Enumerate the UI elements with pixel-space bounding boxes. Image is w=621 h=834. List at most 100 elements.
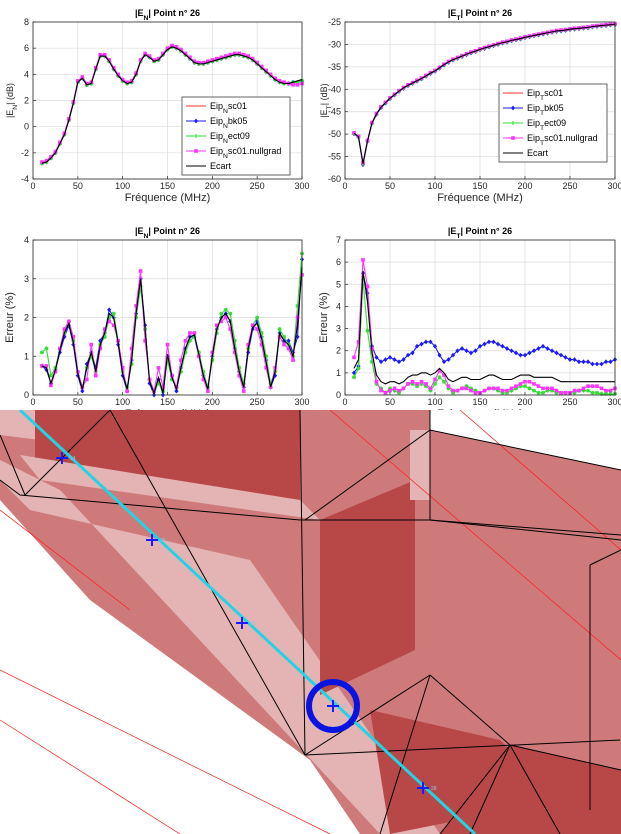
data-point — [232, 338, 237, 343]
probe-point-28[interactable]: 28 — [417, 782, 437, 794]
data-point — [102, 334, 107, 339]
data-point — [286, 346, 291, 351]
x-tick-label: 50 — [73, 181, 83, 191]
data-point — [277, 327, 282, 332]
data-point — [419, 381, 424, 386]
data-point — [487, 386, 491, 391]
x-tick-label: 150 — [160, 397, 175, 407]
data-point — [500, 390, 505, 395]
data-point — [282, 334, 287, 339]
data-point — [523, 384, 527, 389]
data-point — [491, 386, 496, 391]
data-point — [98, 338, 103, 344]
data-point — [215, 56, 219, 61]
data-point — [165, 46, 170, 50]
y-tick-label: 5 — [336, 279, 341, 289]
data-point — [80, 75, 85, 79]
data-point — [237, 373, 242, 378]
data-point — [129, 346, 134, 351]
data-point — [401, 357, 406, 362]
probe-point-24[interactable]: 24 — [56, 452, 76, 464]
data-point — [62, 327, 67, 331]
data-point — [545, 386, 550, 391]
data-point — [455, 348, 460, 354]
chart-et-error: 0 50 100 150 200 250 300 0 1 2 3 4 5 6 7 |ET| Point n° … — [318, 226, 621, 410]
data-point — [179, 47, 183, 52]
data-point — [410, 350, 415, 356]
data-point — [383, 357, 388, 362]
data-point — [473, 390, 478, 395]
y-tick-label: 0 — [24, 390, 29, 400]
data-point — [228, 311, 233, 316]
x-tick-label: 250 — [250, 181, 265, 191]
data-point — [423, 339, 429, 345]
probe-cross-marker — [56, 452, 68, 464]
chart-en-error: 0 50 100 150 200 250 300 0 1 2 3 4 |EN| Point n° 26 F… — [4, 226, 310, 410]
mesh-scene-view[interactable]: 24 25 26 27 28 — [0, 410, 621, 834]
data-point — [93, 373, 98, 378]
probe-point-26[interactable]: 26 — [236, 617, 256, 629]
data-point — [450, 352, 456, 358]
probe-point-27[interactable]: 27 — [327, 700, 347, 712]
data-point — [599, 386, 604, 391]
data-point — [604, 388, 608, 393]
data-point — [49, 154, 53, 159]
data-point — [246, 54, 250, 58]
data-point — [414, 343, 420, 349]
y-tick-label: 1 — [336, 368, 341, 378]
data-point — [518, 384, 523, 389]
data-point — [89, 342, 94, 347]
data-point — [415, 384, 419, 389]
data-point — [419, 379, 424, 384]
series-line — [353, 270, 615, 385]
data-point — [464, 384, 469, 389]
data-point — [401, 386, 406, 391]
right-upper-face — [430, 430, 621, 520]
data-point — [102, 52, 107, 57]
legend-label: EipTsc01.nullgrad — [527, 133, 598, 147]
data-point — [356, 366, 361, 371]
data-point — [473, 388, 478, 393]
data-point — [237, 365, 242, 370]
data-point — [44, 346, 49, 351]
y-axis-label: |EN| (dB) — [5, 83, 19, 118]
data-point — [277, 79, 282, 83]
selected-point-ring[interactable] — [306, 679, 360, 733]
probe-cross-marker — [236, 617, 248, 629]
data-point — [223, 315, 228, 320]
data-point — [111, 65, 116, 70]
chart-title: |ET| Point n° 26 — [448, 8, 512, 22]
data-point — [442, 373, 446, 377]
data-point — [352, 130, 356, 135]
y-tick-label: 3 — [336, 324, 341, 334]
probe-point-25[interactable]: 25 — [146, 534, 166, 546]
data-point — [558, 352, 564, 358]
data-point — [174, 388, 179, 394]
data-point — [152, 58, 156, 62]
x-tick-label: 100 — [427, 397, 442, 407]
data-point — [446, 384, 451, 388]
x-tick-label: 100 — [427, 181, 442, 191]
x-tick-label: 0 — [30, 397, 35, 407]
data-point — [241, 52, 246, 57]
data-point — [156, 56, 161, 61]
data-point — [572, 388, 577, 393]
center-dark-face — [320, 480, 415, 695]
data-point — [608, 388, 613, 393]
data-point — [581, 359, 586, 365]
legend-marker — [511, 121, 515, 125]
data-point — [241, 389, 246, 393]
y-tick-label: 0 — [336, 390, 341, 400]
data-point — [424, 384, 428, 389]
data-point — [586, 384, 590, 388]
data-point — [107, 319, 112, 324]
data-point — [147, 380, 152, 386]
data-point — [594, 361, 600, 367]
data-point — [255, 318, 260, 324]
y-axis-label: Erreur (%) — [318, 292, 330, 343]
data-point — [563, 390, 568, 395]
data-point — [259, 64, 264, 69]
data-point — [295, 315, 300, 320]
data-point — [514, 384, 518, 388]
data-point — [509, 348, 514, 354]
